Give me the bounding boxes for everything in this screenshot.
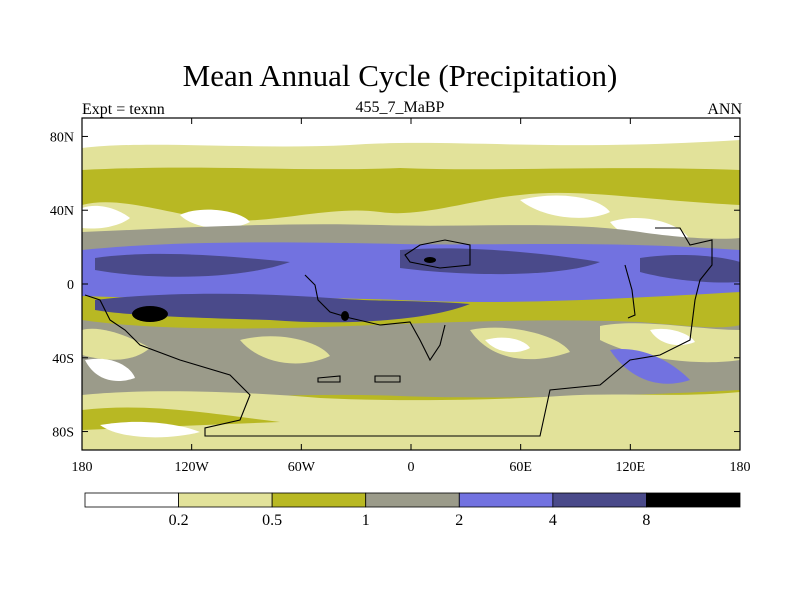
y-tick-label: 0 [67,278,74,293]
field-south-pale-1 [82,328,150,360]
field-far-south-white [100,421,200,438]
subtitle-label: 455_7_MaBP [355,99,445,116]
field-far-south-pale [82,391,740,450]
field-dark-band-1 [95,253,290,277]
coastline-3 [404,239,471,269]
coastline-1 [84,227,713,437]
colorbar-swatch [646,492,741,508]
colorbar: 0.2 0.5 1 2 4 8 [84,492,741,529]
coastline-4 [624,264,636,319]
field-south-pale-2 [240,336,330,364]
field-white-patch-1 [82,205,130,229]
field-white-patch-2 [180,209,250,229]
precipitation-field [82,118,740,450]
field-white-patch-3 [520,195,610,218]
colorbar-swatch [365,492,460,508]
field-dark-band-4 [95,293,470,323]
colorbar-label: 4 [549,512,557,529]
colorbar-label: 1 [362,512,370,529]
field-max-2 [424,257,436,263]
colorbar-swatch [458,492,554,508]
axis-ticks: 180 120W 60W 0 60E 120E 180 80N 40N 0 40S 80S [50,118,751,475]
field-south-white-2 [650,328,695,346]
colorbar-label: 2 [455,512,463,529]
coastline-6 [374,375,401,383]
x-tick-label: 180 [72,460,93,475]
coastlines [84,227,713,437]
field-south-white-3 [85,358,135,381]
colorbar-swatch [271,492,367,508]
field-max-1 [132,306,168,322]
x-tick-label: 120E [616,460,646,475]
x-tick-label: 0 [408,460,415,475]
colorbar-label: 8 [642,512,650,529]
colorbar-swatch [178,492,273,508]
chart-title: Mean Annual Cycle (Precipitation) [182,58,618,93]
colorbar-swatch [552,492,647,508]
x-tick-label: 120W [175,460,210,475]
coastline-5 [317,375,341,383]
field-dark-band-3 [640,255,740,283]
y-tick-label: 80N [50,130,74,145]
field-blue-itcz [82,242,740,303]
field-south-white-1 [485,337,530,353]
field-dark-band-2 [400,248,600,275]
x-tick-label: 60W [288,460,316,475]
colorbar-swatch [84,492,179,508]
y-tick-label: 40N [50,204,74,219]
coastline-2 [304,274,446,362]
colorbar-label: 0.5 [262,512,282,529]
experiment-label: Expt = texnn [82,101,165,118]
x-tick-label: 60E [509,460,532,475]
x-tick-label: 180 [730,460,751,475]
field-south-blue [610,349,690,384]
field-north-pale [82,140,740,170]
y-tick-label: 40S [52,352,74,367]
season-label: ANN [707,101,742,118]
colorbar-label: 0.2 [169,512,189,529]
y-tick-label: 80S [52,426,74,441]
